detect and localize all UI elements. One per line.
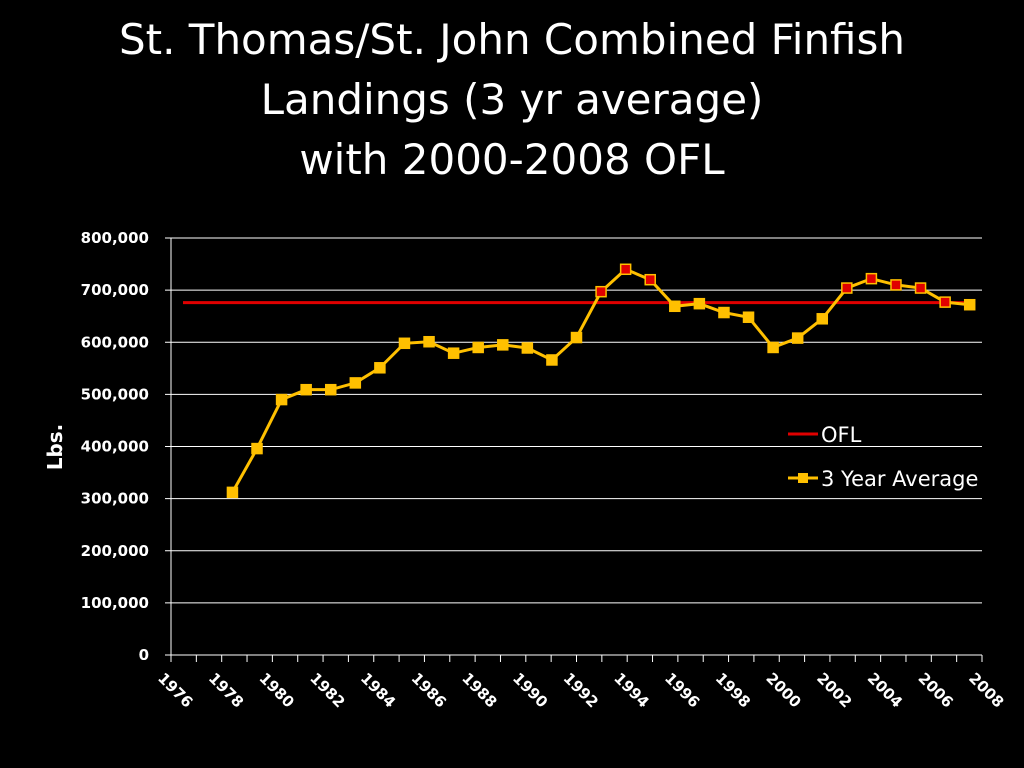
y-tick-label: 0 bbox=[139, 646, 149, 664]
x-tick-label: 2006 bbox=[914, 669, 956, 711]
y-tick-label: 500,000 bbox=[81, 385, 149, 403]
y-tick-label: 200,000 bbox=[81, 542, 149, 560]
x-tick-label: 1982 bbox=[306, 669, 348, 711]
y-tick-label: 700,000 bbox=[81, 281, 149, 299]
average-point bbox=[718, 306, 730, 319]
chart-title-line-1: St. Thomas/St. John Combined Finfish bbox=[118, 15, 906, 64]
chart-title: St. Thomas/St. John Combined Finfish Lan… bbox=[0, 10, 1024, 190]
average-point bbox=[890, 279, 902, 291]
average-point bbox=[693, 297, 706, 310]
chart-title-line-3: with 2000-2008 OFL bbox=[299, 135, 725, 184]
x-tick-label: 1998 bbox=[712, 669, 754, 711]
x-tick-label: 1990 bbox=[509, 669, 551, 711]
legend: OFL 3 Year Average bbox=[788, 423, 978, 491]
x-tick-label: 1976 bbox=[154, 669, 196, 711]
x-tick-label: 1986 bbox=[408, 669, 450, 711]
x-tick-label: 2004 bbox=[864, 669, 906, 711]
average-point bbox=[742, 311, 755, 323]
x-axis-ticks: 1976 1978 1980 1982 1984 1986 1988 1990 1992 1994… bbox=[154, 655, 1007, 711]
x-tick-label: 2000 bbox=[762, 669, 804, 711]
average-point bbox=[865, 272, 878, 285]
average-point bbox=[398, 337, 411, 350]
series-group bbox=[183, 263, 976, 499]
x-tick-label: 1978 bbox=[205, 669, 247, 711]
average-point bbox=[300, 383, 312, 396]
y-tick-label: 400,000 bbox=[81, 438, 149, 456]
average-point bbox=[644, 273, 656, 286]
legend-ofl-label: OFL bbox=[821, 423, 862, 447]
x-tick-label: 1994 bbox=[610, 669, 652, 711]
average-point bbox=[914, 282, 927, 294]
average-point bbox=[570, 331, 583, 344]
average-point bbox=[497, 339, 509, 351]
gridlines bbox=[171, 237, 982, 604]
average-point bbox=[472, 341, 484, 354]
average-point bbox=[939, 296, 951, 308]
average-point bbox=[595, 285, 607, 298]
average-point bbox=[251, 442, 263, 455]
x-tick-label: 2002 bbox=[813, 669, 855, 711]
y-tick-label: 100,000 bbox=[81, 594, 149, 612]
average-point bbox=[791, 332, 804, 344]
y-axis-label: Lbs. bbox=[43, 424, 67, 471]
average-point bbox=[619, 263, 632, 276]
x-tick-label: 2008 bbox=[965, 669, 1007, 711]
y-tick-label: 800,000 bbox=[81, 229, 149, 247]
average-point bbox=[841, 282, 853, 294]
y-tick-label: 300,000 bbox=[81, 490, 149, 508]
x-tick-label: 1992 bbox=[560, 669, 602, 711]
average-point bbox=[816, 313, 829, 325]
legend-average-label: 3 Year Average bbox=[821, 467, 978, 491]
average-point bbox=[546, 354, 558, 366]
chart-title-line-2: Landings (3 yr average) bbox=[260, 75, 764, 124]
average-point bbox=[767, 341, 779, 354]
x-tick-label: 1996 bbox=[661, 669, 703, 711]
average-point bbox=[324, 383, 337, 396]
x-tick-label: 1980 bbox=[256, 669, 298, 711]
average-point bbox=[669, 300, 681, 313]
average-point bbox=[275, 393, 288, 406]
average-point bbox=[423, 335, 435, 348]
legend-average-marker bbox=[798, 473, 808, 483]
x-tick-label: 1988 bbox=[458, 669, 500, 711]
y-tick-label: 600,000 bbox=[81, 333, 149, 351]
average-point bbox=[447, 347, 460, 359]
average-point bbox=[521, 342, 534, 354]
x-tick-label: 1984 bbox=[357, 669, 399, 711]
average-point bbox=[226, 486, 239, 499]
average-point bbox=[374, 362, 386, 374]
y-axis-ticks: 0 100,000 200,000 300,000 400,000 500,000 600,… bbox=[81, 229, 171, 664]
average-point bbox=[963, 298, 976, 311]
average-point bbox=[349, 377, 362, 389]
